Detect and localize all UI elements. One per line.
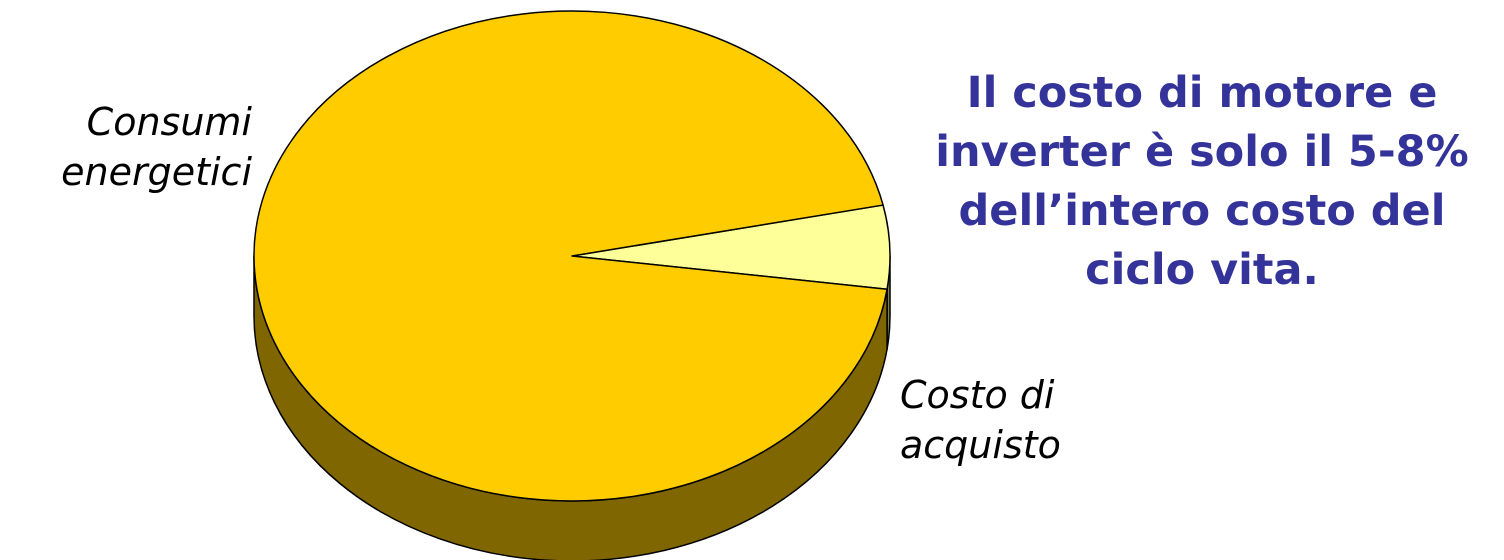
slice-label-consumi-energetici: Consumi energetici bbox=[16, 97, 252, 197]
slice-label-acquisto-line-2: acquisto bbox=[900, 423, 1061, 467]
slice-label-consumi-line-2: energetici bbox=[61, 150, 252, 194]
callout-line-4: ciclo vita. bbox=[1085, 245, 1319, 295]
callout-line-1: Il costo di motore e bbox=[966, 68, 1438, 118]
callout-line-3: dell’intero costo del bbox=[958, 186, 1446, 236]
callout-text: Il costo di motore e inverter è solo il … bbox=[910, 64, 1494, 300]
slice-label-costo-di-acquisto: Costo di acquisto bbox=[900, 370, 1100, 470]
slice-label-consumi-line-1: Consumi bbox=[86, 100, 252, 144]
pie-top bbox=[253, 10, 891, 502]
callout-line-2: inverter è solo il 5-8% bbox=[935, 127, 1469, 177]
pie-slice-consumi-energetici bbox=[253, 10, 888, 502]
slice-label-acquisto-line-1: Costo di bbox=[900, 373, 1055, 417]
